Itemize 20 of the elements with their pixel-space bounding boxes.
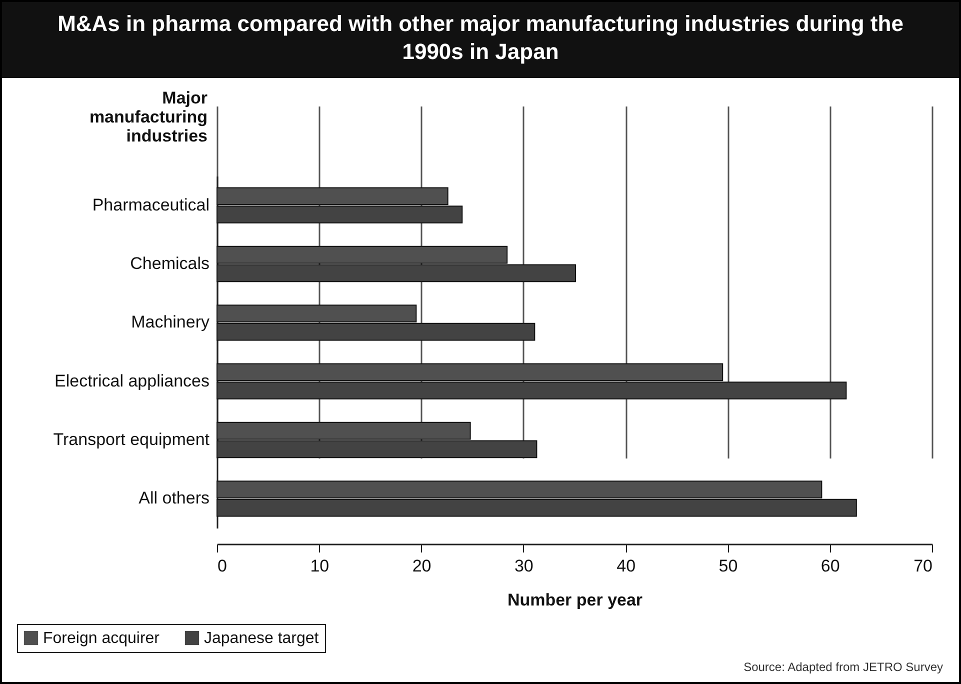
x-tick-label: 0 — [218, 556, 227, 576]
x-tick-label: 30 — [514, 556, 534, 576]
x-axis-title: Number per year — [507, 590, 643, 610]
chart-title: M&As in pharma compared with other major manufacturing industries during the 1990s in Japan — [2, 2, 959, 78]
y-tick-label: All others — [138, 488, 210, 508]
y-tick-label: Chemicals — [130, 254, 210, 273]
x-tick-label: 10 — [310, 556, 330, 576]
y-tick-label: Transport equipment — [53, 430, 210, 449]
source-note: Source: Adapted from JETRO Survey — [744, 660, 943, 674]
x-tick-label: 60 — [820, 556, 840, 576]
x-tick-label: 20 — [412, 556, 432, 576]
x-tick-label: 70 — [914, 556, 932, 576]
y-tick-label: Electrical appliances — [54, 371, 210, 390]
y-axis-title: Major manufacturing industries — [89, 88, 208, 146]
x-tick-label: 50 — [718, 556, 738, 576]
legend-label: Japanese target — [204, 630, 320, 647]
y-tick-label: Machinery — [131, 312, 210, 332]
legend-label: Foreign acquirer — [43, 630, 160, 647]
y-tick-label: Pharmaceutical — [92, 195, 210, 214]
x-tick-label: 40 — [616, 556, 636, 576]
